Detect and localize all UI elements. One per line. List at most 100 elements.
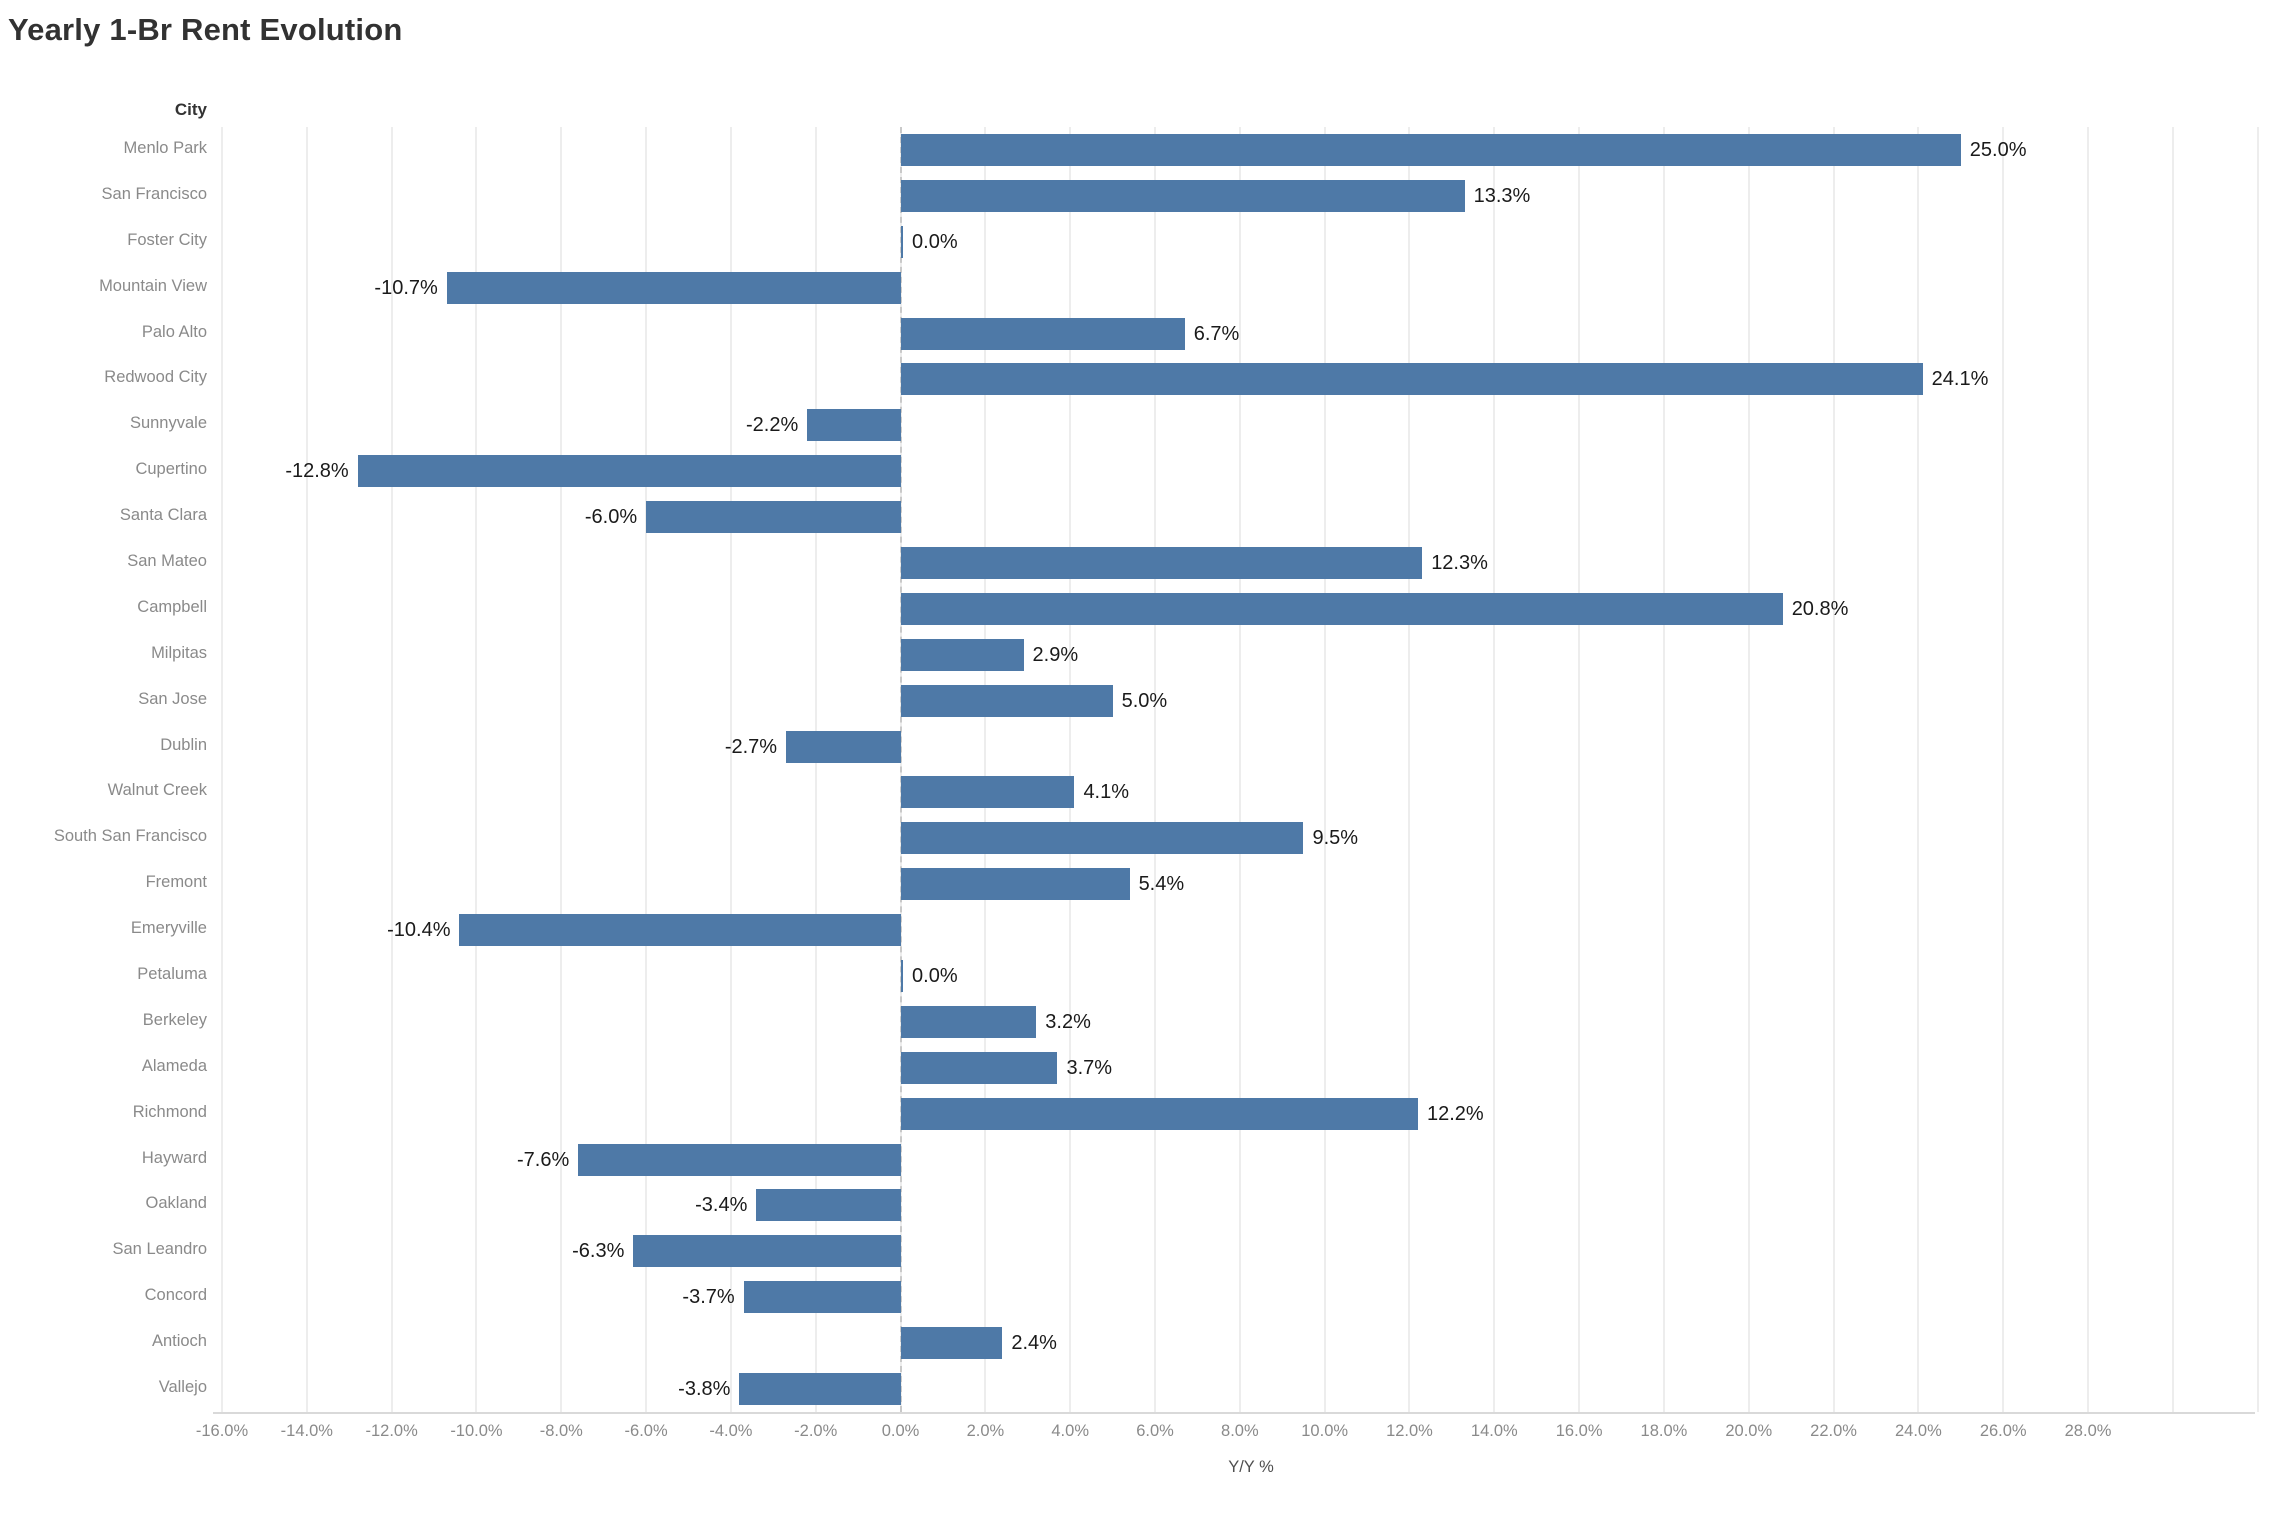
value-label: -3.4% bbox=[695, 1194, 748, 1217]
bar[interactable] bbox=[807, 409, 901, 442]
bar[interactable] bbox=[900, 684, 1113, 717]
gridline bbox=[1493, 127, 1496, 1412]
x-tick-label: 10.0% bbox=[1301, 1422, 1349, 1440]
category-label: Redwood City bbox=[104, 368, 207, 387]
bar[interactable] bbox=[900, 546, 1423, 579]
category-label: Oakland bbox=[145, 1194, 207, 1213]
bar[interactable] bbox=[900, 225, 904, 258]
chart-title: Yearly 1-Br Rent Evolution bbox=[8, 12, 403, 47]
x-tick-label: 16.0% bbox=[1555, 1422, 1603, 1440]
value-label: -10.7% bbox=[374, 276, 438, 299]
category-label: Antioch bbox=[151, 1332, 207, 1351]
x-tick-label: -12.0% bbox=[365, 1422, 418, 1440]
value-label: -7.6% bbox=[517, 1148, 570, 1171]
bar[interactable] bbox=[446, 271, 901, 304]
category-label: San Jose bbox=[138, 689, 207, 708]
gridline bbox=[1832, 127, 1835, 1412]
value-label: -3.8% bbox=[678, 1378, 731, 1401]
bar[interactable] bbox=[900, 1005, 1037, 1038]
value-label: 5.0% bbox=[1121, 689, 1168, 712]
category-label: Palo Alto bbox=[141, 322, 207, 341]
value-label: 12.3% bbox=[1431, 551, 1488, 574]
value-label: -3.7% bbox=[682, 1286, 735, 1309]
category-label: South San Francisco bbox=[53, 827, 207, 846]
gridline bbox=[2256, 127, 2259, 1412]
x-tick-label: 26.0% bbox=[1979, 1422, 2027, 1440]
x-tick-label: 14.0% bbox=[1470, 1422, 1518, 1440]
bar[interactable] bbox=[900, 363, 1923, 396]
value-label: -12.8% bbox=[285, 460, 349, 483]
bar[interactable] bbox=[900, 592, 1783, 625]
bar[interactable] bbox=[900, 638, 1024, 671]
bar[interactable] bbox=[900, 868, 1130, 901]
gridline bbox=[1323, 127, 1326, 1412]
gridline bbox=[560, 127, 563, 1412]
value-label: 24.1% bbox=[1931, 368, 1989, 391]
category-label: San Mateo bbox=[127, 551, 207, 570]
value-label: 4.1% bbox=[1083, 781, 1130, 804]
bar[interactable] bbox=[900, 822, 1304, 855]
x-tick-label: 18.0% bbox=[1640, 1422, 1688, 1440]
category-label: Milpitas bbox=[151, 643, 207, 662]
category-label: Mountain View bbox=[99, 276, 207, 295]
gridline bbox=[2002, 127, 2005, 1412]
value-label: 13.3% bbox=[1473, 184, 1531, 207]
x-tick-label: -14.0% bbox=[280, 1422, 333, 1440]
category-label: San Leandro bbox=[112, 1240, 208, 1259]
bar[interactable] bbox=[900, 1327, 1003, 1360]
x-tick-label: 8.0% bbox=[1221, 1422, 1259, 1440]
bar[interactable] bbox=[578, 1143, 901, 1176]
bar[interactable] bbox=[900, 960, 904, 993]
x-tick-label: 22.0% bbox=[1810, 1422, 1857, 1440]
x-axis-line bbox=[213, 1412, 2255, 1414]
bar[interactable] bbox=[900, 133, 1961, 166]
x-tick-label: -4.0% bbox=[709, 1422, 753, 1440]
gridline bbox=[645, 127, 648, 1412]
bar[interactable] bbox=[357, 455, 901, 488]
bar[interactable] bbox=[633, 1235, 901, 1268]
x-tick-label: -16.0% bbox=[195, 1422, 249, 1440]
value-label: 2.9% bbox=[1032, 643, 1079, 666]
bar[interactable] bbox=[900, 1051, 1058, 1084]
value-label: 12.2% bbox=[1426, 1102, 1484, 1125]
value-label: 3.7% bbox=[1066, 1056, 1113, 1079]
category-label: Dublin bbox=[160, 735, 207, 754]
value-label: -6.0% bbox=[584, 506, 638, 529]
bar[interactable] bbox=[459, 914, 901, 947]
x-axis-title: Y/Y % bbox=[1228, 1458, 1274, 1476]
value-label: 2.4% bbox=[1011, 1332, 1057, 1355]
bar[interactable] bbox=[756, 1189, 901, 1222]
x-tick-label: 4.0% bbox=[1051, 1422, 1089, 1440]
category-label: Petaluma bbox=[137, 965, 207, 984]
value-label: -2.7% bbox=[724, 735, 778, 758]
bar[interactable] bbox=[900, 317, 1185, 350]
category-label: Campbell bbox=[137, 597, 207, 616]
value-label: 20.8% bbox=[1791, 597, 1849, 620]
category-label: Menlo Park bbox=[123, 138, 207, 157]
bar[interactable] bbox=[900, 776, 1075, 809]
x-tick-label: 28.0% bbox=[2064, 1422, 2112, 1440]
category-label: Emeryville bbox=[130, 919, 207, 938]
category-label: Richmond bbox=[132, 1102, 207, 1121]
gridline bbox=[1408, 127, 1411, 1412]
category-label: Santa Clara bbox=[119, 506, 207, 525]
value-label: -10.4% bbox=[387, 919, 451, 942]
bar[interactable] bbox=[900, 179, 1465, 212]
value-label: 0.0% bbox=[912, 965, 958, 988]
value-label: 3.2% bbox=[1045, 1010, 1091, 1033]
bar[interactable] bbox=[739, 1373, 901, 1406]
x-tick-label: 24.0% bbox=[1894, 1422, 1942, 1440]
gridline bbox=[1069, 127, 1072, 1412]
value-label: 5.4% bbox=[1138, 873, 1185, 896]
zero-baseline bbox=[899, 127, 902, 1412]
category-axis-header: City bbox=[174, 100, 207, 119]
bar[interactable] bbox=[900, 1097, 1418, 1130]
gridline bbox=[814, 127, 817, 1412]
bar[interactable] bbox=[743, 1281, 901, 1314]
bar[interactable] bbox=[646, 501, 901, 534]
gridline bbox=[1154, 127, 1157, 1412]
category-label: Berkeley bbox=[142, 1010, 207, 1029]
bar[interactable] bbox=[786, 730, 901, 763]
gridline bbox=[2087, 127, 2090, 1412]
